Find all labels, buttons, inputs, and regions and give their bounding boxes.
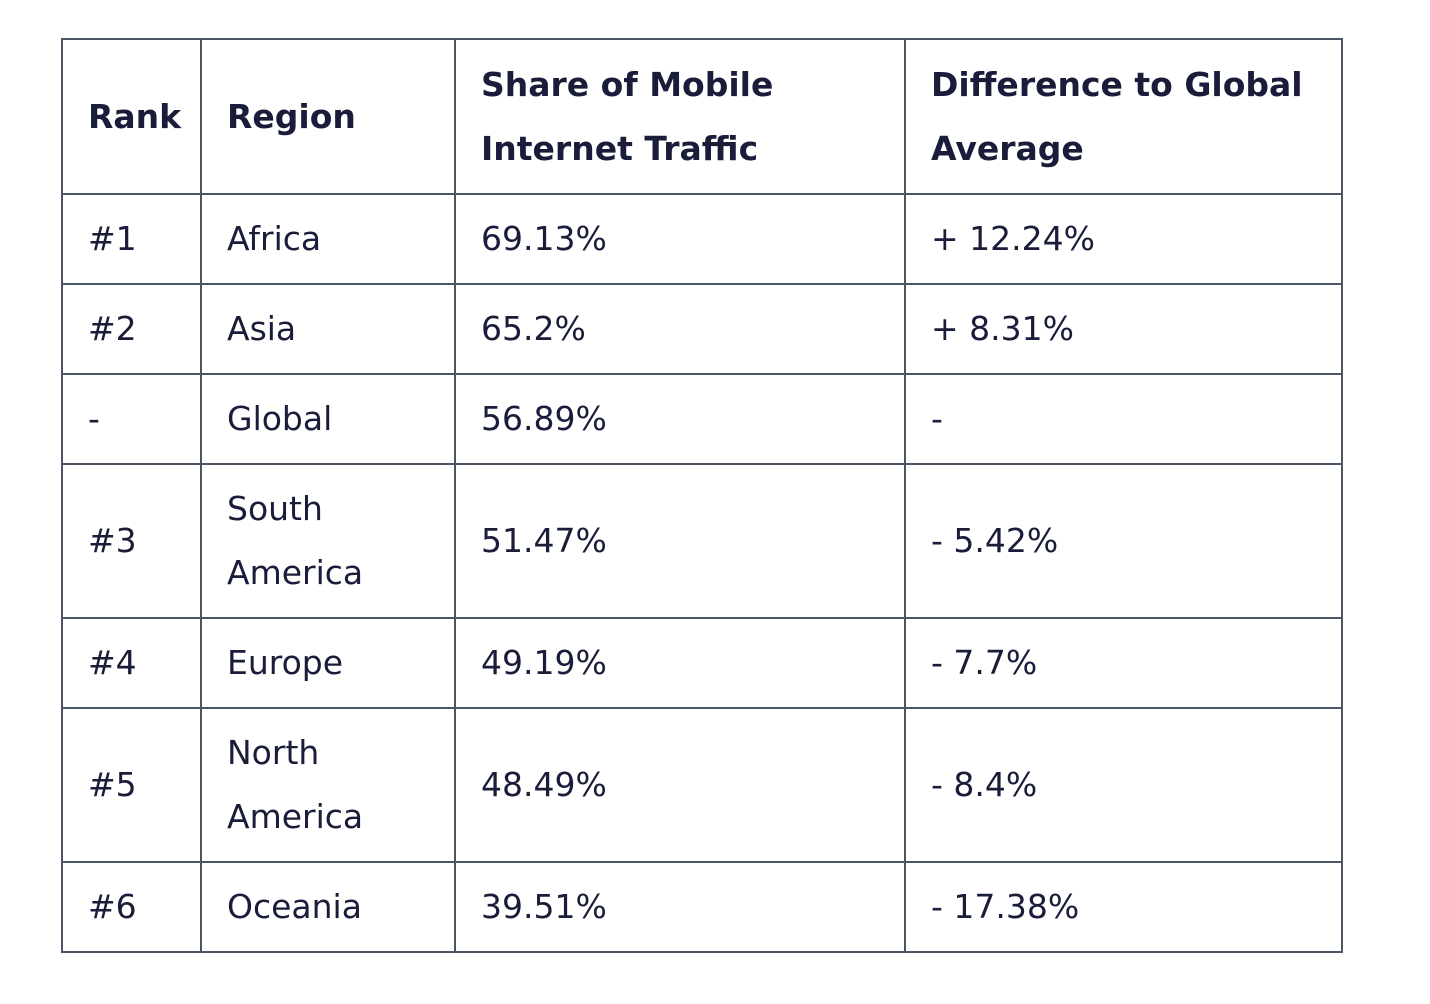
cell-difference: - 7.7% bbox=[904, 617, 1343, 709]
cell-difference: + 8.31% bbox=[904, 283, 1343, 375]
cell-share: 49.19% bbox=[454, 617, 906, 709]
cell-rank: #6 bbox=[61, 861, 202, 953]
cell-difference: - 5.42% bbox=[904, 463, 1343, 619]
table-row: - Global 56.89% - bbox=[61, 373, 1343, 465]
mobile-traffic-table: Rank Region Share of Mobile Internet Tra… bbox=[61, 38, 1343, 953]
cell-share: 39.51% bbox=[454, 861, 906, 953]
cell-region: South America bbox=[200, 463, 456, 619]
table-row: #4 Europe 49.19% - 7.7% bbox=[61, 617, 1343, 709]
table-row: #3 South America 51.47% - 5.42% bbox=[61, 463, 1343, 619]
cell-region: Oceania bbox=[200, 861, 456, 953]
cell-rank: #5 bbox=[61, 707, 202, 863]
table-row: #5 North America 48.49% - 8.4% bbox=[61, 707, 1343, 863]
table-header: Rank Region Share of Mobile Internet Tra… bbox=[61, 38, 1343, 195]
cell-share: 48.49% bbox=[454, 707, 906, 863]
cell-rank: #4 bbox=[61, 617, 202, 709]
cell-difference: - 17.38% bbox=[904, 861, 1343, 953]
cell-share: 56.89% bbox=[454, 373, 906, 465]
table-body: #1 Africa 69.13% + 12.24% #2 Asia 65.2% … bbox=[61, 193, 1343, 953]
header-share: Share of Mobile Internet Traffic bbox=[454, 38, 906, 195]
cell-rank: #2 bbox=[61, 283, 202, 375]
cell-region: Africa bbox=[200, 193, 456, 285]
table-row: #1 Africa 69.13% + 12.24% bbox=[61, 193, 1343, 285]
cell-region: Asia bbox=[200, 283, 456, 375]
cell-rank: #3 bbox=[61, 463, 202, 619]
cell-rank: - bbox=[61, 373, 202, 465]
cell-difference: + 12.24% bbox=[904, 193, 1343, 285]
cell-rank: #1 bbox=[61, 193, 202, 285]
header-rank: Rank bbox=[61, 38, 202, 195]
table-row: #6 Oceania 39.51% - 17.38% bbox=[61, 861, 1343, 953]
cell-share: 51.47% bbox=[454, 463, 906, 619]
cell-region: Europe bbox=[200, 617, 456, 709]
header-region: Region bbox=[200, 38, 456, 195]
cell-region: North America bbox=[200, 707, 456, 863]
cell-share: 69.13% bbox=[454, 193, 906, 285]
cell-region: Global bbox=[200, 373, 456, 465]
cell-share: 65.2% bbox=[454, 283, 906, 375]
cell-difference: - bbox=[904, 373, 1343, 465]
header-difference: Difference to Global Average bbox=[904, 38, 1343, 195]
table-row: #2 Asia 65.2% + 8.31% bbox=[61, 283, 1343, 375]
cell-difference: - 8.4% bbox=[904, 707, 1343, 863]
header-row: Rank Region Share of Mobile Internet Tra… bbox=[61, 38, 1343, 195]
